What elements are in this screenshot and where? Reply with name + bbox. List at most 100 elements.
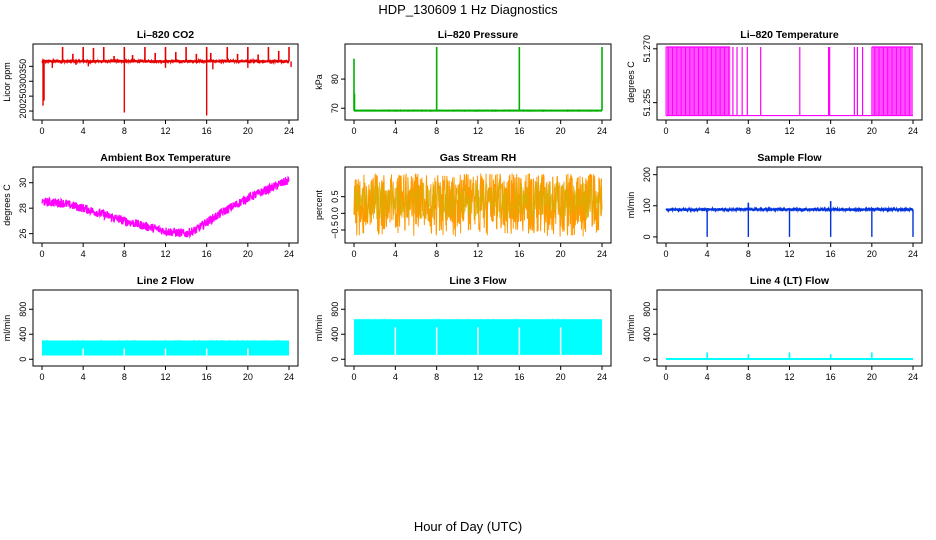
x-tick-label: 4 <box>705 372 710 382</box>
y-tick-label: 800 <box>18 302 28 317</box>
panel-title: Line 2 Flow <box>137 275 195 287</box>
x-tick-label: 4 <box>81 372 86 382</box>
y-tick-label: 800 <box>642 302 652 317</box>
x-tick-label: 16 <box>514 249 524 259</box>
x-tick-label: 4 <box>81 126 86 136</box>
x-tick-label: 16 <box>202 372 212 382</box>
y-tick-label: 350 <box>18 59 28 74</box>
x-tick-label: 24 <box>908 249 918 259</box>
x-tick-label: 8 <box>434 126 439 136</box>
y-tick-label: 0 <box>642 234 652 239</box>
x-tick-label: 12 <box>784 249 794 259</box>
series-pressure <box>353 47 603 113</box>
y-axis-label: kPa <box>314 74 324 90</box>
x-tick-label: 4 <box>393 249 398 259</box>
x-tick-label: 20 <box>867 126 877 136</box>
x-tick-label: 16 <box>202 126 212 136</box>
x-tick-label: 12 <box>473 249 483 259</box>
panel-line3_flow: Line 3 Flow ml/min 0 4 8 12 16 20 24 0 400 800 <box>314 275 612 382</box>
y-tick-label: 400 <box>18 327 28 342</box>
x-tick-label: 20 <box>243 249 253 259</box>
x-tick-label: 20 <box>556 126 566 136</box>
x-tick-label: 20 <box>867 372 877 382</box>
y-axis-label: degrees C <box>626 61 636 103</box>
x-tick-label: 24 <box>284 126 294 136</box>
x-tick-label: 24 <box>908 126 918 136</box>
y-tick-label: 26 <box>18 229 28 239</box>
y-tick-label: 800 <box>330 302 340 317</box>
x-tick-label: 20 <box>556 372 566 382</box>
x-tick-label: 8 <box>434 372 439 382</box>
x-tick-label: 12 <box>784 126 794 136</box>
data-line <box>41 175 290 239</box>
series-licor_temp <box>665 46 913 117</box>
panel-title: Gas Stream RH <box>440 152 516 164</box>
x-tick-label: 0 <box>663 126 668 136</box>
x-tick-label: 20 <box>867 249 877 259</box>
x-tick-label: 12 <box>784 372 794 382</box>
x-tick-label: 4 <box>705 249 710 259</box>
y-tick-label: 200 <box>642 167 652 182</box>
panel-line2_flow: Line 2 Flow ml/min 0 4 8 12 16 20 24 0 400 800 <box>2 275 299 382</box>
y-axis-label: ml/min <box>314 315 324 342</box>
plot-frame <box>344 43 612 121</box>
panel-title: Sample Flow <box>757 152 822 164</box>
y-tick-label: 300 <box>18 74 28 89</box>
x-tick-label: 0 <box>663 249 668 259</box>
y-tick-label: 0 <box>18 357 28 362</box>
figure-title: HDP_130609 1 Hz Diagnostics <box>378 2 558 17</box>
y-tick-label: 30 <box>18 178 28 188</box>
panel-rh: Gas Stream RH percent 0 4 8 12 16 20 24 −0.50.0 0.… <box>314 152 612 259</box>
y-axis-label: Licor ppm <box>2 62 12 102</box>
x-tick-label: 24 <box>597 249 607 259</box>
x-tick-label: 0 <box>663 372 668 382</box>
x-tick-label: 20 <box>243 372 253 382</box>
panel-pressure: Li–820 Pressure kPa 0 4 8 12 16 20 24 70 80 <box>314 29 612 136</box>
y-tick-label: 400 <box>330 327 340 342</box>
x-tick-label: 12 <box>160 372 170 382</box>
y-tick-label: 80 <box>330 74 340 84</box>
panel-line4_flow: Line 4 (LT) Flow ml/min 0 4 8 12 16 20 24 0 400 800 <box>626 275 923 382</box>
x-tick-label: 24 <box>284 372 294 382</box>
x-tick-label: 8 <box>746 372 751 382</box>
x-tick-label: 16 <box>826 372 836 382</box>
x-tick-label: 24 <box>284 249 294 259</box>
y-tick-label: 51.270 <box>642 35 652 63</box>
x-tick-label: 16 <box>826 249 836 259</box>
series-line2_flow <box>41 339 290 356</box>
x-tick-label: 12 <box>473 126 483 136</box>
x-tick-label: 12 <box>160 249 170 259</box>
panel-licor_temp: Li–820 Temperature degrees C 0 4 8 12 16 20 24 51… <box>626 29 923 136</box>
panel-title: Li–820 CO2 <box>137 29 194 41</box>
y-tick-label: 0.0 <box>330 207 340 220</box>
x-tick-label: 16 <box>826 126 836 136</box>
panel-title: Line 4 (LT) Flow <box>750 275 830 287</box>
x-tick-label: 24 <box>597 372 607 382</box>
x-tick-label: 0 <box>351 249 356 259</box>
x-tick-label: 4 <box>705 126 710 136</box>
x-tick-label: 0 <box>351 126 356 136</box>
x-tick-label: 12 <box>160 126 170 136</box>
y-tick-label: 0.5 <box>330 190 340 203</box>
x-tick-label: 8 <box>122 372 127 382</box>
series-line3_flow <box>353 318 603 355</box>
y-tick-label: 51.255 <box>642 89 652 117</box>
x-tick-label: 16 <box>514 126 524 136</box>
y-tick-label: 0 <box>330 357 340 362</box>
y-tick-label: 400 <box>642 327 652 342</box>
y-tick-label: 28 <box>18 203 28 213</box>
series-line4_flow <box>665 352 913 360</box>
y-axis-label: ml/min <box>626 315 636 342</box>
x-tick-label: 4 <box>393 372 398 382</box>
y-tick-label: 70 <box>330 103 340 113</box>
x-tick-label: 20 <box>243 126 253 136</box>
panel-co2: Li–820 CO2 Licor ppm 0 4 8 12 16 20 24 2002503003… <box>2 29 299 136</box>
y-tick-label: −0.5 <box>330 221 340 239</box>
x-tick-label: 4 <box>81 249 86 259</box>
series-box_temp <box>41 175 290 239</box>
series-rh <box>353 173 603 237</box>
panel-sample_flow: Sample Flow ml/min 0 4 8 12 16 20 24 0 100 200 <box>626 152 923 259</box>
y-axis-label: ml/min <box>2 315 12 342</box>
x-tick-label: 16 <box>514 372 524 382</box>
